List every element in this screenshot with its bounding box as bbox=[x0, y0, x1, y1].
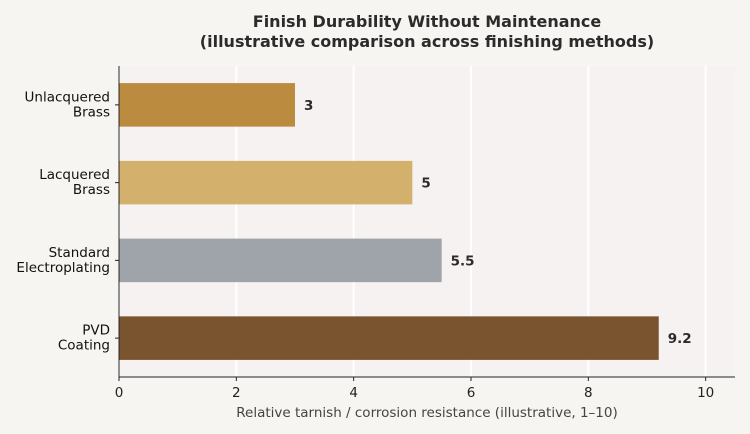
bar bbox=[119, 316, 659, 360]
x-tick-label: 6 bbox=[467, 385, 476, 401]
x-tick-label: 10 bbox=[697, 385, 714, 401]
x-axis-label: Relative tarnish / corrosion resistance … bbox=[236, 405, 618, 421]
category-label: PVD Coating bbox=[58, 323, 110, 354]
category-label: Standard Electroplating bbox=[16, 245, 110, 276]
bars bbox=[119, 83, 659, 360]
chart-title: Finish Durability Without Maintenance bbox=[253, 12, 602, 31]
bar bbox=[119, 83, 295, 127]
x-tick-labels: 0 2 4 6 8 10 bbox=[115, 385, 715, 401]
value-labels: 3 5 5.5 9.2 bbox=[304, 98, 692, 347]
bar-value-label: 9.2 bbox=[668, 331, 692, 347]
bar-value-label: 5 bbox=[421, 176, 430, 192]
x-tick-label: 4 bbox=[349, 385, 358, 401]
x-tick-label: 2 bbox=[232, 385, 241, 401]
y-category-labels: Unlacquered Brass Lacquered Brass Standard El… bbox=[16, 89, 110, 353]
bar-value-label: 5.5 bbox=[451, 253, 475, 269]
bar bbox=[119, 238, 442, 283]
category-label: Unlacquered Brass bbox=[25, 89, 110, 120]
x-tick-label: 8 bbox=[584, 385, 593, 401]
chart-subtitle: (illustrative comparison across finishin… bbox=[200, 32, 654, 51]
category-label: Lacquered Brass bbox=[39, 167, 110, 198]
bar-value-label: 3 bbox=[304, 98, 313, 114]
bar bbox=[119, 160, 413, 205]
axes bbox=[115, 66, 735, 381]
x-tick-label: 0 bbox=[115, 385, 124, 401]
